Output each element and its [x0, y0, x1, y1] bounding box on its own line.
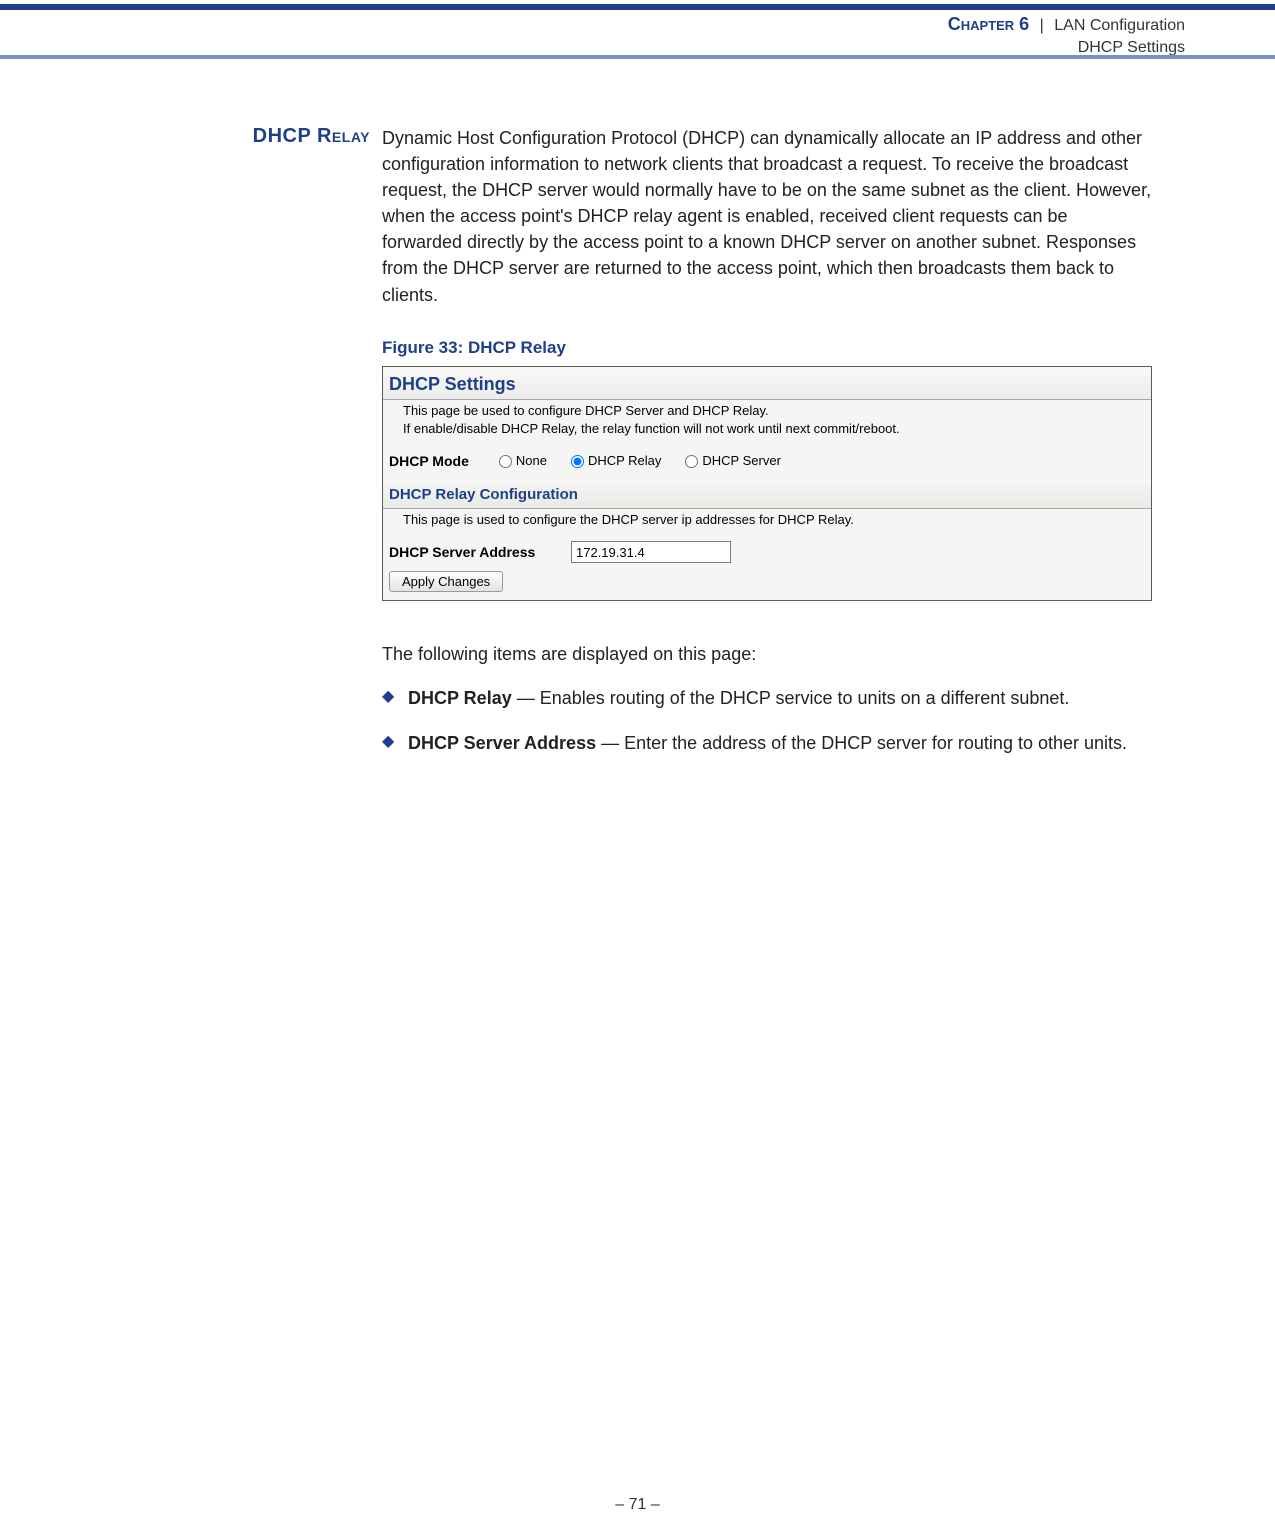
radio-relay-label: DHCP Relay: [588, 452, 661, 471]
diamond-bullet-icon: ◆: [382, 685, 408, 709]
server-address-row: DHCP Server Address: [383, 537, 1151, 571]
list-item: ◆ DHCP Relay — Enables routing of the DH…: [382, 685, 1152, 711]
radio-relay[interactable]: DHCP Relay: [571, 452, 661, 471]
page-header: Chapter 6 | LAN Configuration DHCP Setti…: [948, 12, 1185, 58]
header-divider: |: [1040, 17, 1044, 34]
figure-caption: Figure 33: DHCP Relay: [382, 336, 1152, 361]
relay-config-desc: This page is used to configure the DHCP …: [383, 509, 1151, 538]
header-mid-bar: [0, 55, 1275, 59]
radio-server-label: DHCP Server: [702, 452, 781, 471]
panel-desc-line1: This page be used to configure DHCP Serv…: [403, 403, 769, 418]
bullet-text: — Enter the address of the DHCP server f…: [596, 733, 1127, 753]
dhcp-mode-label: DHCP Mode: [389, 451, 469, 471]
bullet-body: DHCP Server Address — Enter the address …: [408, 730, 1127, 756]
list-item: ◆ DHCP Server Address — Enter the addres…: [382, 730, 1152, 756]
server-address-input[interactable]: [571, 541, 731, 563]
bullet-term: DHCP Relay: [408, 688, 512, 708]
after-figure-lead: The following items are displayed on thi…: [382, 641, 1152, 667]
panel-title: DHCP Settings: [383, 367, 1151, 400]
dhcp-settings-screenshot: DHCP Settings This page be used to confi…: [382, 366, 1152, 601]
panel-description: This page be used to configure DHCP Serv…: [383, 400, 1151, 445]
radio-relay-input[interactable]: [571, 455, 584, 468]
chapter-title: LAN Configuration: [1054, 17, 1185, 34]
dhcp-mode-row: DHCP Mode None DHCP Relay DHCP Server: [383, 445, 1151, 481]
bullet-body: DHCP Relay — Enables routing of the DHCP…: [408, 685, 1069, 711]
apply-changes-button[interactable]: Apply Changes: [389, 571, 503, 592]
bullet-list: ◆ DHCP Relay — Enables routing of the DH…: [382, 685, 1152, 755]
chapter-label: Chapter 6: [948, 14, 1029, 34]
radio-none-label: None: [516, 452, 547, 471]
radio-server-input[interactable]: [685, 455, 698, 468]
server-address-label: DHCP Server Address: [389, 542, 559, 562]
radio-none-input[interactable]: [499, 455, 512, 468]
header-top-bar: [0, 4, 1275, 10]
intro-paragraph: Dynamic Host Configuration Protocol (DHC…: [382, 125, 1152, 308]
section-heading: DHCP Relay: [190, 125, 382, 148]
diamond-bullet-icon: ◆: [382, 730, 408, 754]
relay-config-heading: DHCP Relay Configuration: [383, 482, 1151, 509]
radio-none[interactable]: None: [499, 452, 547, 471]
page-number: – 71 –: [0, 1496, 1275, 1514]
bullet-text: — Enables routing of the DHCP service to…: [512, 688, 1070, 708]
panel-desc-line2: If enable/disable DHCP Relay, the relay …: [403, 421, 900, 436]
bullet-term: DHCP Server Address: [408, 733, 596, 753]
radio-server[interactable]: DHCP Server: [685, 452, 781, 471]
